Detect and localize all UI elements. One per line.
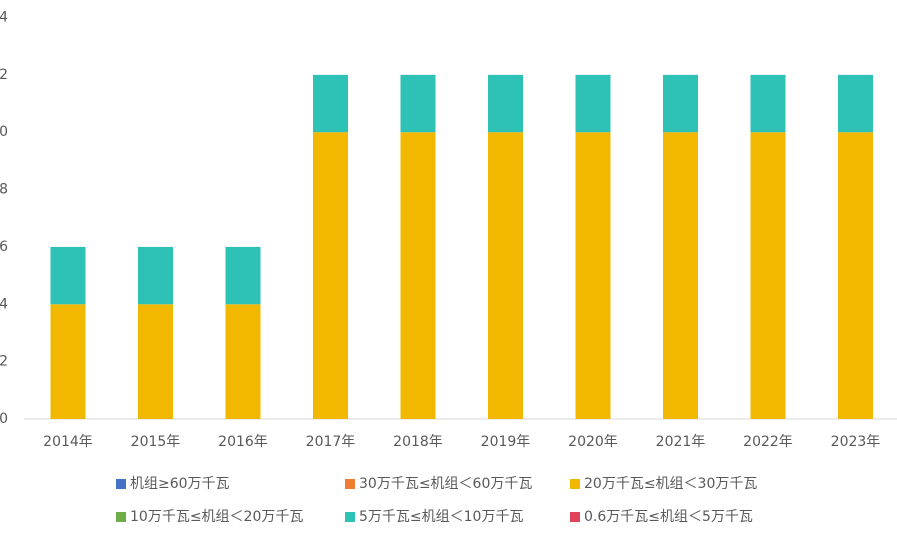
bar-segment [400, 74, 436, 133]
bar-segment [400, 132, 436, 419]
bar-segment [50, 246, 86, 305]
x-tick-label: 2017年 [306, 434, 356, 450]
bar-segment [225, 246, 261, 305]
y-tick-label: 12 [0, 67, 8, 83]
legend-label: 5万千瓦≤机组＜10万千瓦 [359, 509, 523, 525]
bar-segment [663, 132, 698, 419]
legend-swatch [345, 479, 355, 489]
legend-swatch [570, 479, 580, 489]
bar-segment [838, 132, 873, 419]
y-tick-label: 10 [0, 124, 8, 140]
y-tick-label: 4 [0, 296, 8, 312]
bar-segment [50, 304, 86, 419]
bar-segment [488, 132, 523, 419]
x-tick-label: 2015年 [131, 434, 181, 450]
legend-label: 机组≥60万千瓦 [130, 476, 230, 492]
x-tick-label: 2022年 [743, 434, 793, 450]
bar-segment [750, 132, 786, 419]
x-tick-label: 2020年 [568, 434, 618, 450]
bar-segment [225, 304, 261, 419]
legend-swatch [116, 512, 126, 522]
x-tick-label: 2023年 [831, 434, 881, 450]
x-tick-label: 2014年 [43, 434, 93, 450]
legend-label: 20万千瓦≤机组＜30万千瓦 [584, 476, 757, 492]
legend-label: 10万千瓦≤机组＜20万千瓦 [130, 509, 303, 525]
legend-swatch [116, 479, 126, 489]
y-tick-label: 6 [0, 239, 8, 255]
bar-segment [575, 132, 611, 419]
legend-swatch [345, 512, 355, 522]
y-tick-label: 14 [0, 10, 8, 26]
x-tick-label: 2016年 [218, 434, 268, 450]
x-tick-label: 2018年 [393, 434, 443, 450]
y-tick-label: 8 [0, 182, 8, 198]
y-tick-label: 2 [0, 354, 8, 370]
bar-segment [488, 74, 523, 133]
x-tick-label: 2019年 [481, 434, 531, 450]
bar-segment [575, 74, 611, 133]
bar-segment [750, 74, 786, 133]
x-tick-label: 2021年 [656, 434, 706, 450]
bar-segment [663, 74, 698, 133]
legend-swatch [570, 512, 580, 522]
legend-label: 30万千瓦≤机组＜60万千瓦 [359, 476, 532, 492]
bar-segment [138, 304, 173, 419]
y-tick-label: 0 [0, 411, 8, 427]
bar-segment [138, 246, 173, 305]
legend-label: 0.6万千瓦≤机组＜5万千瓦 [584, 509, 753, 525]
bar-segment [313, 74, 348, 133]
bar-segment [838, 74, 873, 133]
bar-segment [313, 132, 348, 419]
